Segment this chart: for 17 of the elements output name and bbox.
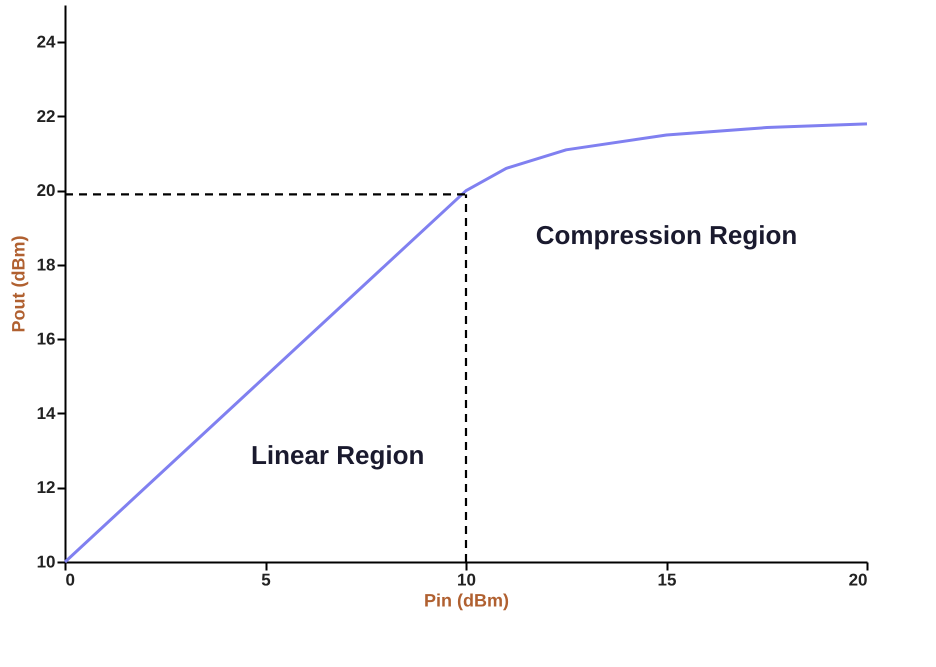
- y-tick-label: 20: [36, 181, 56, 200]
- y-tick-label: 12: [36, 478, 56, 498]
- x-axis-title: Pin (dBm): [424, 590, 509, 610]
- y-tick-label: 14: [36, 404, 56, 423]
- y-axis-title: Pout (dBm): [8, 236, 29, 332]
- y-tick-label: 10: [36, 552, 56, 572]
- annotation: Compression Region: [536, 220, 798, 250]
- annotation: Linear Region: [251, 440, 424, 470]
- x-tick-label: 20: [848, 570, 868, 590]
- x-tick-label: 0: [66, 570, 75, 590]
- y-tick-label: 18: [36, 255, 56, 274]
- y-tick-label: 16: [36, 330, 56, 349]
- x-tick-label: 10: [457, 570, 476, 590]
- x-tick-label: 5: [261, 570, 271, 590]
- y-tick-label: 24: [36, 32, 56, 52]
- y-tick-label: 22: [36, 106, 56, 126]
- x-tick-label: 15: [658, 570, 676, 590]
